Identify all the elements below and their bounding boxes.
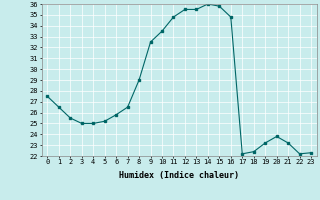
X-axis label: Humidex (Indice chaleur): Humidex (Indice chaleur) bbox=[119, 171, 239, 180]
